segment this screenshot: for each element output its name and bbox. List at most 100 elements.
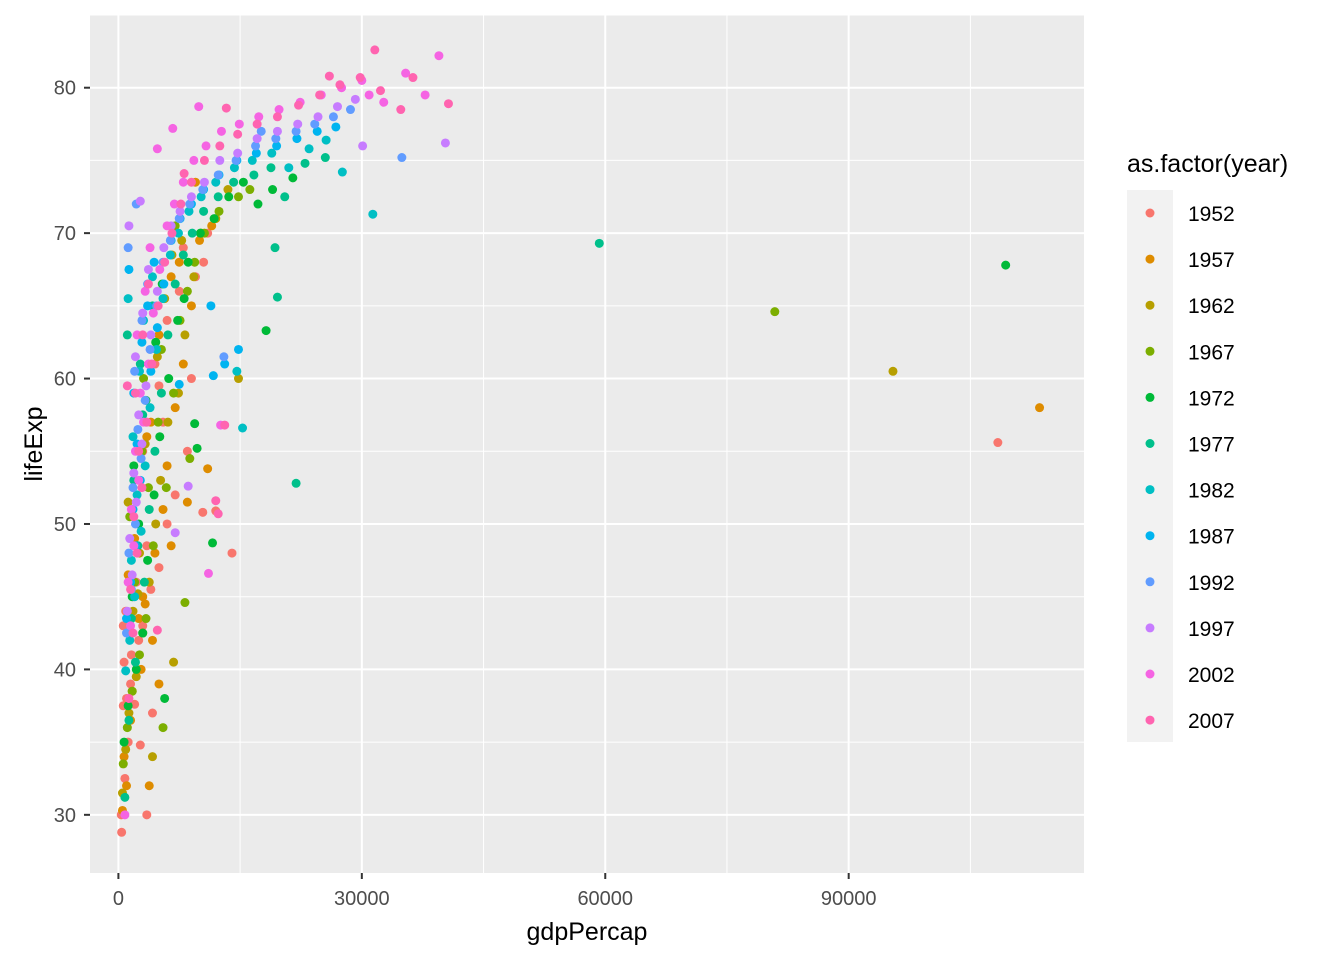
- data-point: [147, 752, 157, 762]
- data-point: [120, 810, 130, 820]
- data-point: [138, 308, 148, 318]
- data-point: [177, 235, 187, 245]
- data-point: [140, 286, 150, 296]
- data-point: [170, 403, 180, 413]
- data-point: [121, 666, 131, 676]
- legend-key: [1145, 623, 1155, 633]
- data-point: [118, 621, 128, 631]
- data-point: [192, 443, 202, 453]
- legend-items: 1952 1957 1962 1967 1972 1977 1982 1987 1992 1997…: [1145, 203, 1235, 733]
- data-point: [162, 519, 172, 529]
- plot-panel: [90, 15, 1084, 873]
- data-point: [160, 257, 170, 267]
- data-point: [128, 628, 138, 638]
- data-point: [146, 330, 156, 340]
- data-point: [211, 177, 221, 187]
- data-point: [167, 228, 177, 238]
- data-point: [122, 628, 132, 638]
- data-point: [208, 538, 218, 548]
- data-point: [194, 102, 204, 112]
- legend-title: as.factor(year): [1127, 150, 1288, 178]
- data-point: [251, 148, 261, 158]
- data-point: [315, 90, 325, 100]
- data-point: [169, 657, 179, 667]
- data-point: [154, 330, 164, 340]
- data-point: [174, 379, 184, 389]
- y-tick-label: 50: [54, 514, 76, 536]
- data-point: [130, 352, 140, 362]
- data-point: [147, 635, 157, 645]
- data-point: [131, 664, 141, 674]
- data-point: [145, 403, 155, 413]
- data-point: [137, 337, 147, 347]
- data-point: [253, 199, 263, 209]
- data-point: [195, 228, 205, 238]
- data-point: [147, 708, 157, 718]
- data-point: [126, 504, 136, 514]
- data-point: [345, 105, 355, 115]
- data-point: [126, 679, 136, 689]
- series-1997: [122, 94, 450, 616]
- data-point: [123, 243, 133, 253]
- data-point: [223, 185, 233, 195]
- data-point: [993, 438, 1003, 448]
- data-point: [331, 122, 341, 132]
- data-point: [173, 315, 183, 325]
- data-point: [133, 424, 143, 434]
- data-point: [139, 577, 149, 587]
- data-point: [128, 483, 138, 493]
- data-point: [131, 672, 141, 682]
- data-point: [129, 541, 139, 551]
- data-point: [130, 657, 140, 667]
- data-point: [170, 279, 180, 289]
- data-point: [141, 381, 151, 391]
- data-point: [291, 478, 301, 488]
- data-point: [254, 112, 264, 122]
- data-point: [201, 141, 211, 151]
- data-point: [134, 614, 144, 624]
- data-point: [337, 167, 347, 177]
- data-point: [156, 388, 166, 398]
- data-point: [179, 294, 189, 304]
- data-point: [134, 410, 144, 420]
- data-point: [594, 238, 604, 248]
- data-point: [216, 126, 226, 136]
- data-point: [150, 548, 160, 558]
- legend-label: 2002: [1188, 664, 1235, 687]
- data-point: [183, 257, 193, 267]
- data-point: [158, 294, 168, 304]
- data-point: [138, 330, 148, 340]
- data-point: [170, 528, 180, 538]
- data-point: [164, 374, 174, 384]
- data-point: [124, 715, 134, 725]
- data-point: [122, 614, 132, 624]
- data-point: [272, 126, 282, 136]
- data-point: [134, 475, 144, 485]
- x-tick-label: 30000: [334, 888, 390, 910]
- data-point: [186, 177, 196, 187]
- legend-label: 1977: [1188, 434, 1235, 457]
- series-1972: [119, 173, 1011, 747]
- data-point: [245, 185, 255, 195]
- data-point: [272, 292, 282, 302]
- data-point: [324, 71, 334, 81]
- legend-key: [1145, 208, 1155, 218]
- data-point: [153, 417, 163, 427]
- data-point: [440, 138, 450, 148]
- data-point: [135, 196, 145, 206]
- data-point: [137, 315, 147, 325]
- data-point: [168, 123, 178, 133]
- minor-gridlines: [90, 14, 1084, 873]
- data-point: [379, 97, 389, 107]
- data-point: [189, 155, 199, 165]
- legend-label: 1962: [1188, 295, 1235, 318]
- data-point: [119, 752, 129, 762]
- data-point: [252, 119, 262, 129]
- data-point: [124, 221, 134, 231]
- data-point: [180, 598, 190, 608]
- data-point: [149, 257, 159, 267]
- legend-label: 1992: [1188, 572, 1235, 595]
- legend-label: 1967: [1188, 341, 1235, 364]
- data-point: [190, 257, 200, 267]
- data-point: [272, 112, 282, 122]
